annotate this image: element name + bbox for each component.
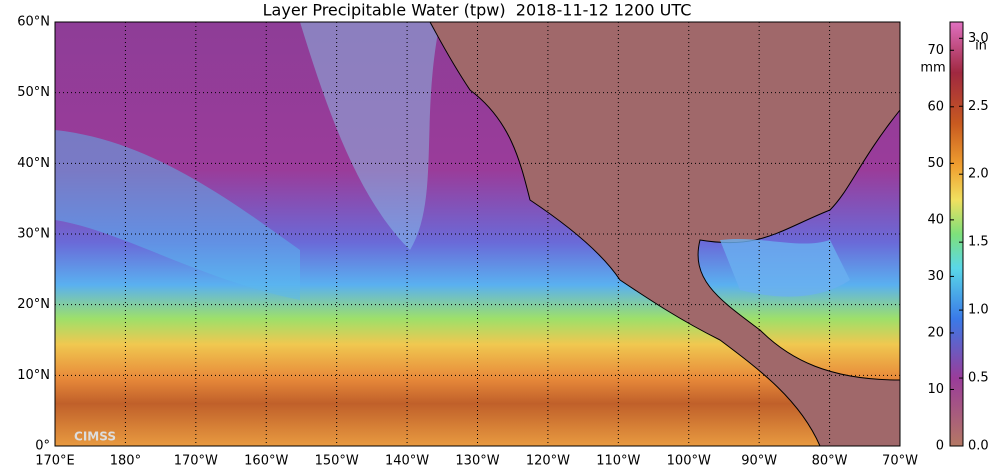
in-tick-label: 3.0 [968, 31, 989, 46]
mm-tick-label: 60 [927, 99, 944, 114]
lon-label: 150°W [315, 454, 359, 469]
mm-tick-label: 30 [927, 269, 944, 284]
lon-label: 110°W [596, 454, 640, 469]
moisture-band [55, 130, 300, 300]
lat-label: 50°N [17, 85, 50, 100]
in-tick-label: 0.5 [968, 371, 989, 386]
mm-tick-label: 10 [927, 382, 944, 397]
land [429, 21, 901, 447]
lon-label: 90°W [741, 454, 777, 469]
lon-label: 100°W [667, 454, 711, 469]
mm-tick-label: 0 [936, 439, 944, 454]
in-tick-label: 0.0 [968, 439, 989, 454]
lat-label: 40°N [17, 156, 50, 171]
in-tick-label: 1.5 [968, 235, 989, 250]
in-unit: in [975, 39, 987, 54]
lon-label: 140°W [385, 454, 429, 469]
mm-tick-label: 40 [927, 212, 944, 227]
lat-label: 30°N [17, 227, 50, 242]
map-title: Layer Precipitable Water (tpw) 2018-11-1… [263, 1, 692, 20]
lon-label: 180° [110, 454, 141, 469]
lon-label: 130°W [455, 454, 499, 469]
in-tick-label: 1.0 [968, 303, 989, 318]
logo: CIMSS [74, 430, 116, 444]
lon-label: 160°W [244, 454, 288, 469]
mm-unit: mm [920, 61, 945, 76]
lat-label: 60°N [17, 15, 50, 30]
lon-label: 170°W [174, 454, 218, 469]
in-tick-label: 2.0 [968, 167, 989, 182]
colorbar [949, 21, 964, 447]
lat-label: 20°N [17, 297, 50, 312]
mm-tick-label: 70 [927, 43, 944, 58]
lon-label: 120°W [526, 454, 570, 469]
lat-label: 0° [35, 439, 50, 454]
lon-label: 80°W [812, 454, 848, 469]
mm-tick-label: 20 [927, 325, 944, 340]
lon-label: 70°W [882, 454, 918, 469]
gulf [720, 238, 850, 297]
in-tick-label: 2.5 [968, 99, 989, 114]
lon-label: 170°E [35, 454, 75, 469]
lat-label: 10°N [17, 368, 50, 383]
mm-tick-label: 50 [927, 156, 944, 171]
moisture-plume [300, 22, 440, 250]
